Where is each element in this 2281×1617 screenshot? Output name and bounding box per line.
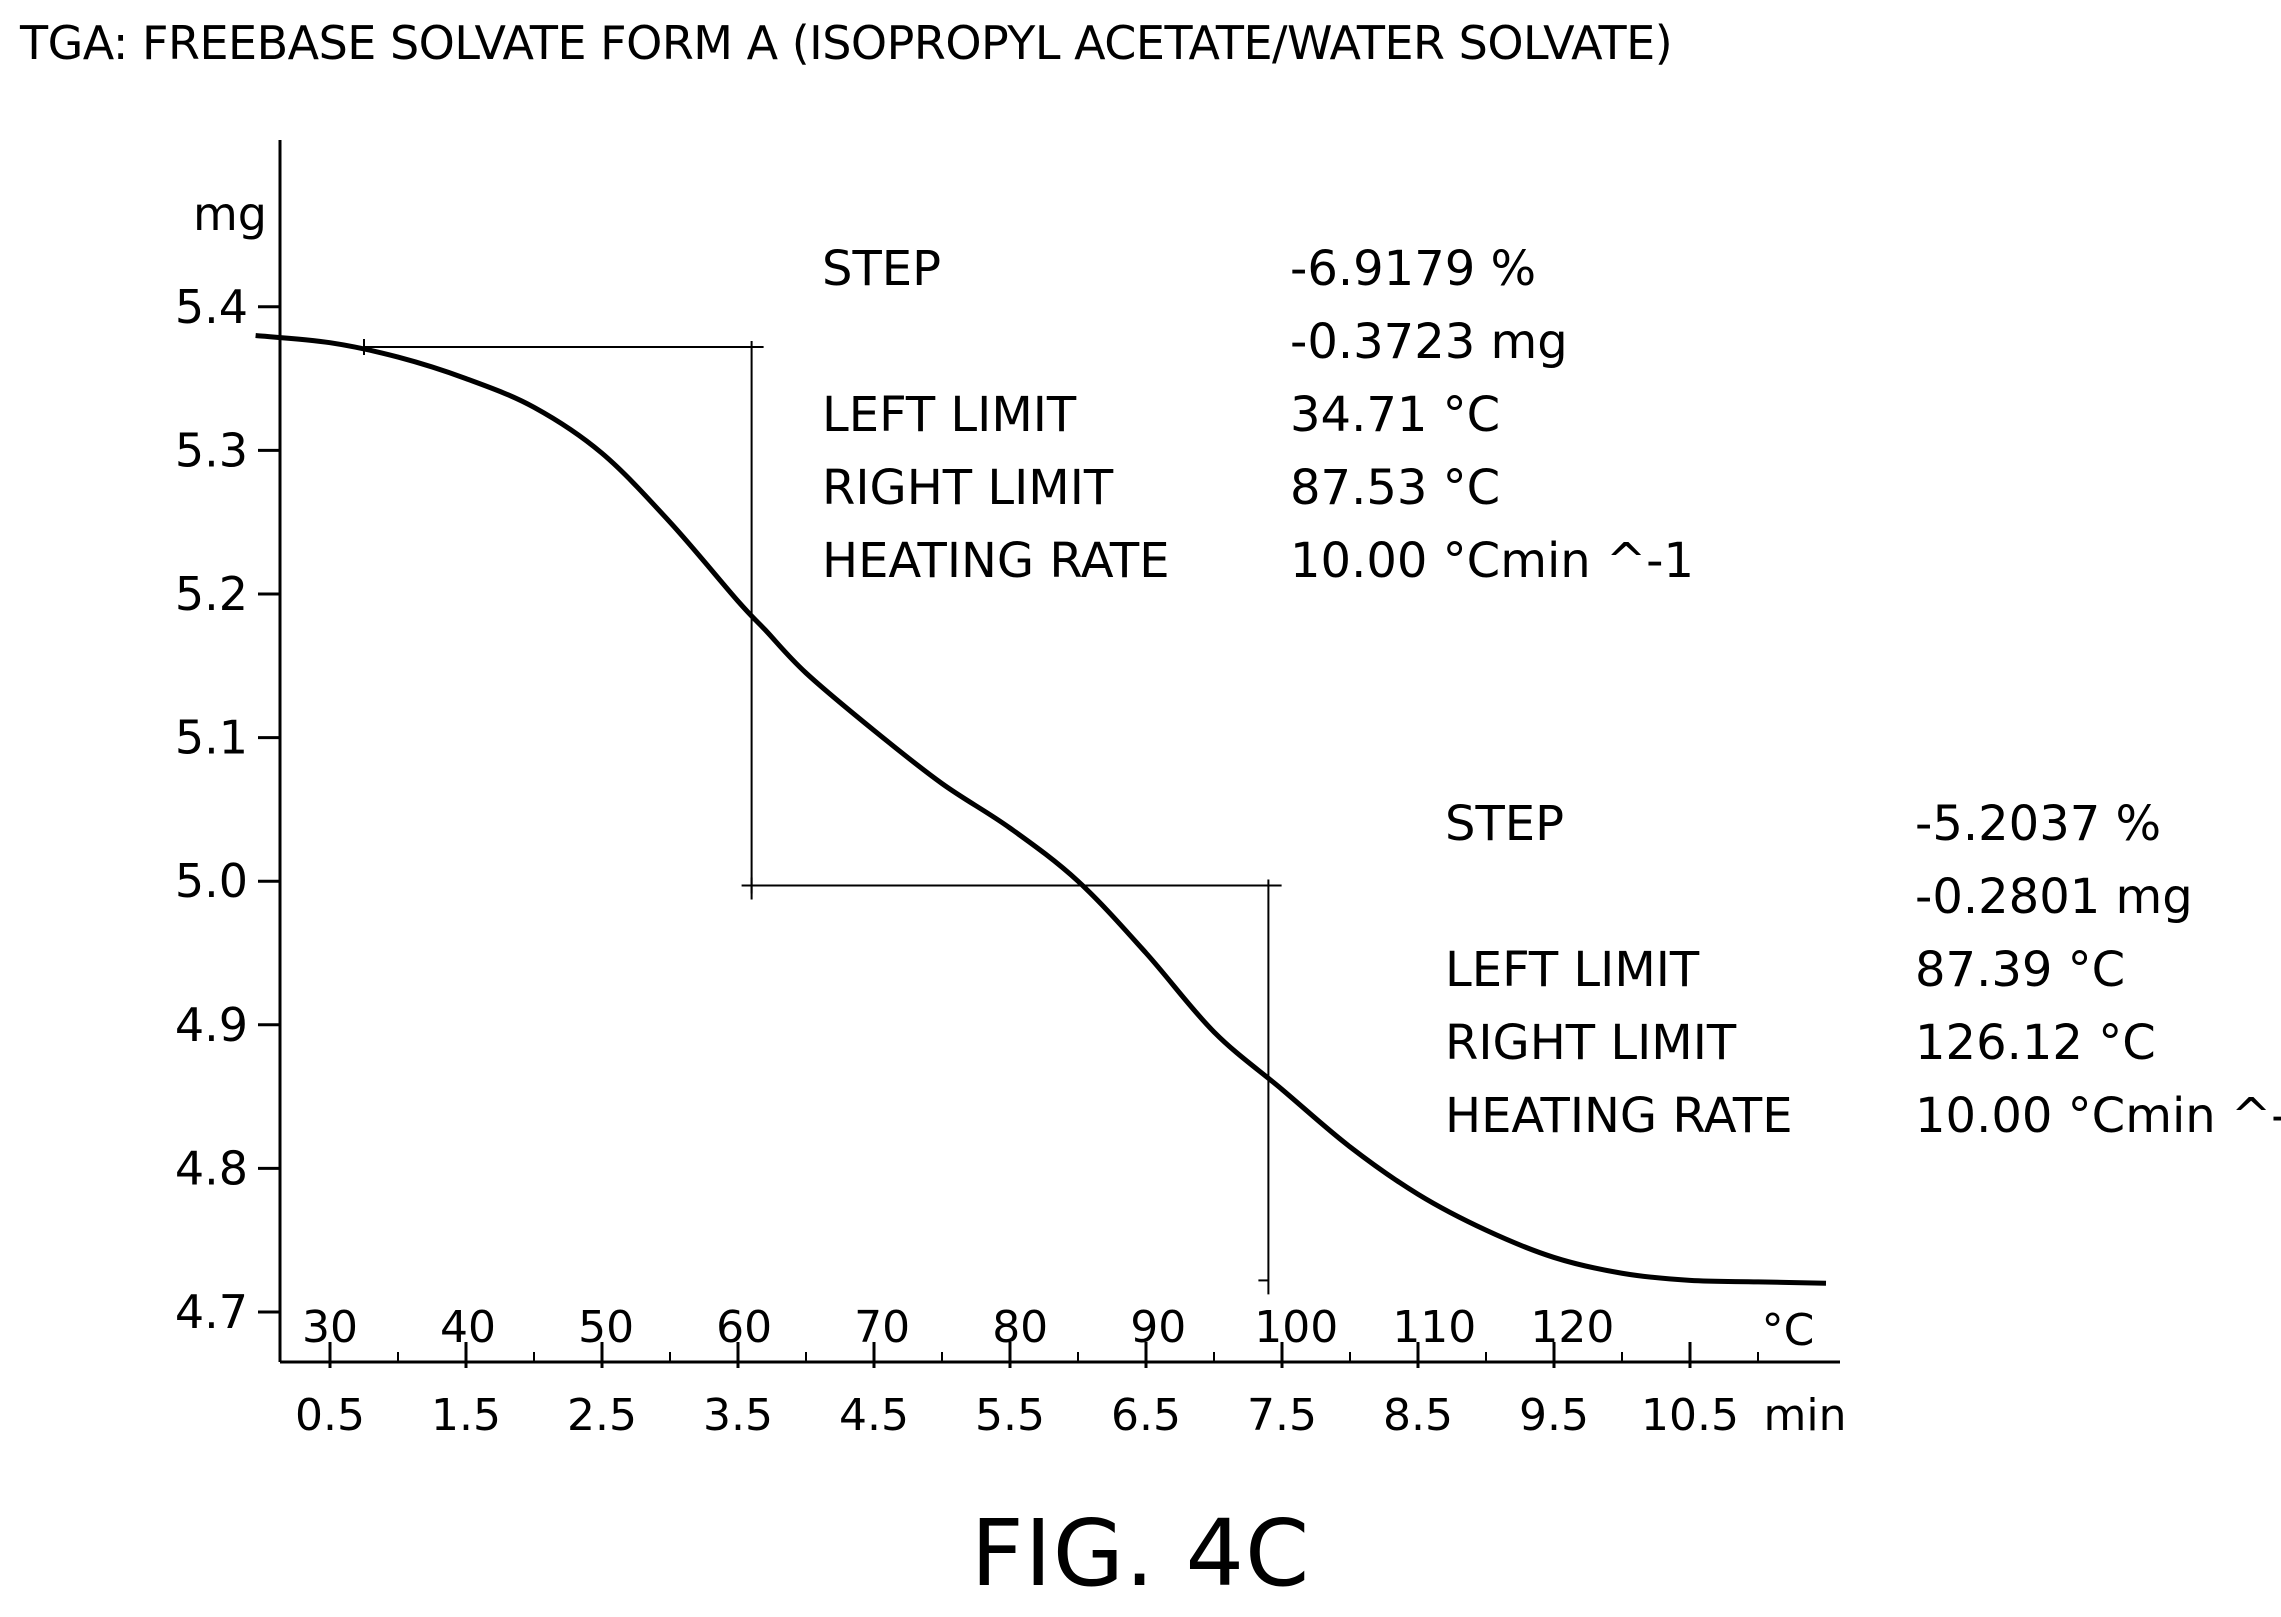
step-2-left-limit-label: LEFT LIMIT (1445, 942, 1700, 998)
temp-tick-label: 30 (302, 1302, 358, 1353)
temp-tick-label: 110 (1392, 1302, 1476, 1353)
chart-title: TGA: FREEBASE SOLVATE FORM A (ISOPROPYL … (20, 16, 1673, 70)
tga-curve (255, 333, 1827, 1286)
y-tick-label: 4.9 (175, 998, 248, 1052)
x-tick-label: 4.5 (839, 1390, 909, 1441)
x-tick-label: 0.5 (295, 1390, 365, 1441)
y-tick-label: 4.8 (175, 1141, 248, 1195)
y-axis-unit: mg (193, 187, 267, 241)
y-tick-label: 5.4 (175, 280, 248, 334)
temp-tick-label: 60 (716, 1302, 772, 1353)
temp-tick-label: 80 (992, 1302, 1048, 1353)
step-1-heating-rate-value: 10.00 °Cmin ^-1 (1290, 533, 1694, 589)
x-tick-label: 3.5 (703, 1390, 773, 1441)
step-1-step-percent: -6.9179 % (1290, 241, 1536, 297)
step-lines (363, 339, 1282, 1295)
step-1-left-limit-value: 34.71 °C (1290, 387, 1500, 443)
temp-axis-unit: °C (1762, 1305, 1815, 1356)
temp-tick-label: 50 (578, 1302, 634, 1353)
step-2-right-limit-label: RIGHT LIMIT (1445, 1015, 1737, 1071)
y-tick-label: 4.7 (175, 1285, 248, 1339)
x-tick-label: 10.5 (1641, 1390, 1739, 1441)
step-1-left-limit-label: LEFT LIMIT (822, 387, 1077, 443)
step-2-step-mg: -0.2801 mg (1915, 869, 2193, 925)
x-tick-label: 9.5 (1519, 1390, 1589, 1441)
step-2-right-limit-value: 126.12 °C (1915, 1015, 2156, 1071)
figure-label: FIG. 4C (970, 1500, 1311, 1607)
x-tick-label: 6.5 (1111, 1390, 1181, 1441)
step-1-right-limit-value: 87.53 °C (1290, 460, 1500, 516)
temp-tick-label: 120 (1530, 1302, 1614, 1353)
step-1-heating-rate-label: HEATING RATE (822, 533, 1170, 589)
step-2-heating-rate-label: HEATING RATE (1445, 1088, 1793, 1144)
step-2-heating-rate-value: 10.00 °Cmin ^-1 (1915, 1088, 2281, 1144)
x-tick-label: 2.5 (567, 1390, 637, 1441)
temp-tick-label: 90 (1130, 1302, 1186, 1353)
temp-tick-label: 100 (1254, 1302, 1338, 1353)
axes: mg 5.4 5.3 5.2 5.1 5.0 4.9 4.8 4.7 0.5 1.5 2.5 3.5 4.… (175, 140, 1847, 1441)
temp-tick-label: 70 (854, 1302, 910, 1353)
step-2-left-limit-value: 87.39 °C (1915, 942, 2125, 998)
curve-layer (255, 333, 1827, 1286)
step-1-right-limit-label: RIGHT LIMIT (822, 460, 1114, 516)
temp-tick-label: 40 (440, 1302, 496, 1353)
step-1-step-mg: -0.3723 mg (1290, 314, 1568, 370)
y-tick-label: 5.2 (175, 567, 248, 621)
x-axis-unit: min (1764, 1390, 1847, 1441)
x-tick-label: 7.5 (1247, 1390, 1317, 1441)
x-tick-label: 1.5 (431, 1390, 501, 1441)
y-tick-label: 5.3 (175, 423, 248, 477)
step-1-step-label: STEP (822, 241, 941, 297)
y-tick-label: 5.0 (175, 854, 248, 908)
step-2-step-percent: -5.2037 % (1915, 796, 2161, 852)
x-tick-label: 5.5 (975, 1390, 1045, 1441)
y-tick-label: 5.1 (175, 711, 248, 765)
step-annotations: STEP -6.9179 % -0.3723 mg LEFT LIMIT 34.71 °… (822, 241, 2281, 1144)
step-2-step-label: STEP (1445, 796, 1564, 852)
x-tick-label: 8.5 (1383, 1390, 1453, 1441)
